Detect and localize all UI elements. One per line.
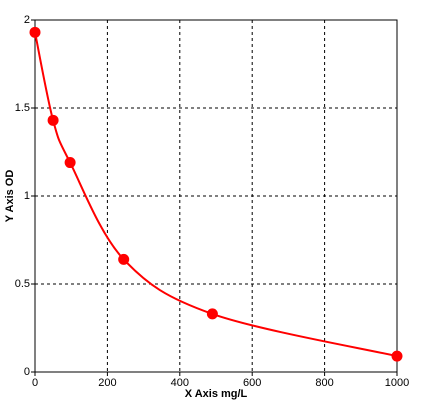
data-point — [47, 114, 59, 126]
plot-frame — [34, 19, 398, 373]
x-tick-label: 200 — [98, 377, 116, 389]
y-tick-label: 0.5 — [15, 278, 30, 290]
data-point — [206, 308, 218, 320]
data-point — [118, 253, 130, 265]
y-tick-label: 1.5 — [15, 102, 30, 114]
x-tick-label: 800 — [315, 377, 333, 389]
y-tick-label: 0 — [24, 366, 30, 378]
y-tick-label: 1 — [24, 190, 30, 202]
data-point — [29, 26, 41, 38]
x-tick-label: 600 — [243, 377, 261, 389]
x-tick-label: 0 — [32, 377, 38, 389]
data-point — [64, 157, 76, 169]
data-point — [391, 350, 403, 362]
y-axis-label: Y Axis OD — [4, 170, 16, 223]
x-tick-label: 1000 — [385, 377, 409, 389]
y-tick-label: 2 — [24, 14, 30, 26]
x-axis-label: X Axis mg/L — [185, 388, 248, 400]
x-tick-label: 400 — [171, 377, 189, 389]
